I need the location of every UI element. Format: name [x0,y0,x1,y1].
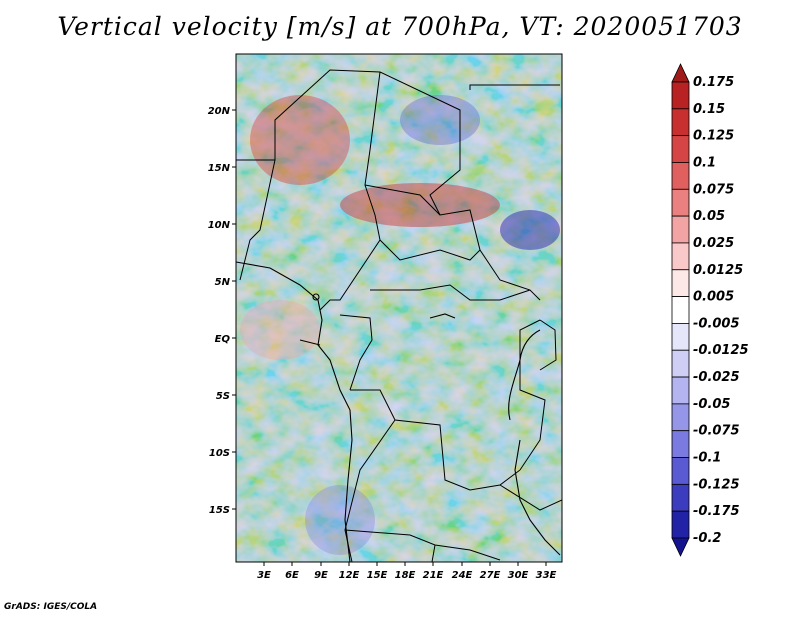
legend-level-label: -0.125 [693,477,740,492]
lon-label-24e: 24E [452,570,473,581]
legend-swatch [671,296,690,324]
color-legend: 0.175 0.15 0.125 0.1 0.075 0.05 0.025 0.0125 0.0… [671,63,749,557]
legend-level-label: 0.15 [693,102,725,117]
lat-label-15s: 15S [209,505,230,516]
legend-swatch [671,242,690,271]
latitude-axis [232,109,236,510]
legend-swatch [671,430,690,458]
lon-label-18e: 18E [395,570,416,581]
legend-level-label: 0.1 [693,155,716,170]
legend-swatch [671,108,690,137]
legend-swatch [671,269,690,297]
lat-label-10n: 10N [208,220,231,231]
legend-swatch [671,215,690,244]
legend-swatch [671,323,690,351]
legend-swatch-max [671,63,690,83]
lon-label-21e: 21E [423,570,444,581]
legend-level-label: 0.075 [693,182,734,197]
lat-label-5s: 5S [216,391,230,402]
legend-level-label: 0.005 [693,290,734,305]
velocity-field [236,54,562,562]
legend-level-label: 0.05 [693,209,725,224]
lat-label-5n: 5N [215,277,231,288]
lat-label-eq: EQ [215,334,231,345]
legend-swatch [671,188,690,217]
legend-level-label: -0.175 [693,504,740,519]
legend-swatch [671,510,690,539]
lon-label-6e: 6E [285,570,299,581]
lat-label-20n: 20N [208,106,231,117]
legend-level-label: 0.025 [693,236,734,251]
legend-level-label: -0.1 [693,451,721,466]
legend-level-label: 0.0125 [693,263,743,278]
legend-swatch [671,162,690,190]
legend-swatch [671,135,690,163]
lon-label-15e: 15E [367,570,388,581]
latitude-labels: 20N 15N 10N 5N EQ 5S 10S 15S [208,106,231,516]
lon-label-3e: 3E [257,570,271,581]
legend-level-label: 0.175 [693,75,734,90]
footer-credit: GrADS: IGES/COLA [4,602,98,612]
lon-label-30e: 30E [508,570,529,581]
legend-level-label: 0.125 [693,129,734,144]
legend-level-label: -0.075 [693,424,740,439]
legend-swatch [671,483,690,512]
legend-level-label: -0.0125 [693,343,749,358]
legend-level-label: -0.025 [693,370,740,385]
legend-swatch [671,457,690,485]
legend-level-label: -0.005 [693,316,740,331]
coastlines [236,261,561,562]
lat-label-10s: 10S [209,448,230,459]
legend-swatch [671,81,690,110]
legend-level-label: -0.2 [693,531,721,546]
longitude-axis [263,562,547,566]
lat-label-15n: 15N [208,163,231,174]
map-title: Vertical velocity [m/s] at 700hPa, VT: 2… [57,12,743,41]
country-borders [236,69,562,562]
legend-swatch-min [671,537,690,557]
lon-label-33e: 33E [536,570,557,581]
legend-swatch [671,403,690,432]
longitude-labels: 3E 6E 9E 12E 15E 18E 21E 24E 27E 30E 33E [257,570,556,581]
lon-label-27e: 27E [480,570,501,581]
legend-swatch [671,349,690,378]
legend-swatch [671,376,690,405]
lon-label-12e: 12E [339,570,360,581]
map-frame [235,53,563,563]
legend-level-label: -0.05 [693,397,730,412]
lon-label-9e: 9E [314,570,328,581]
